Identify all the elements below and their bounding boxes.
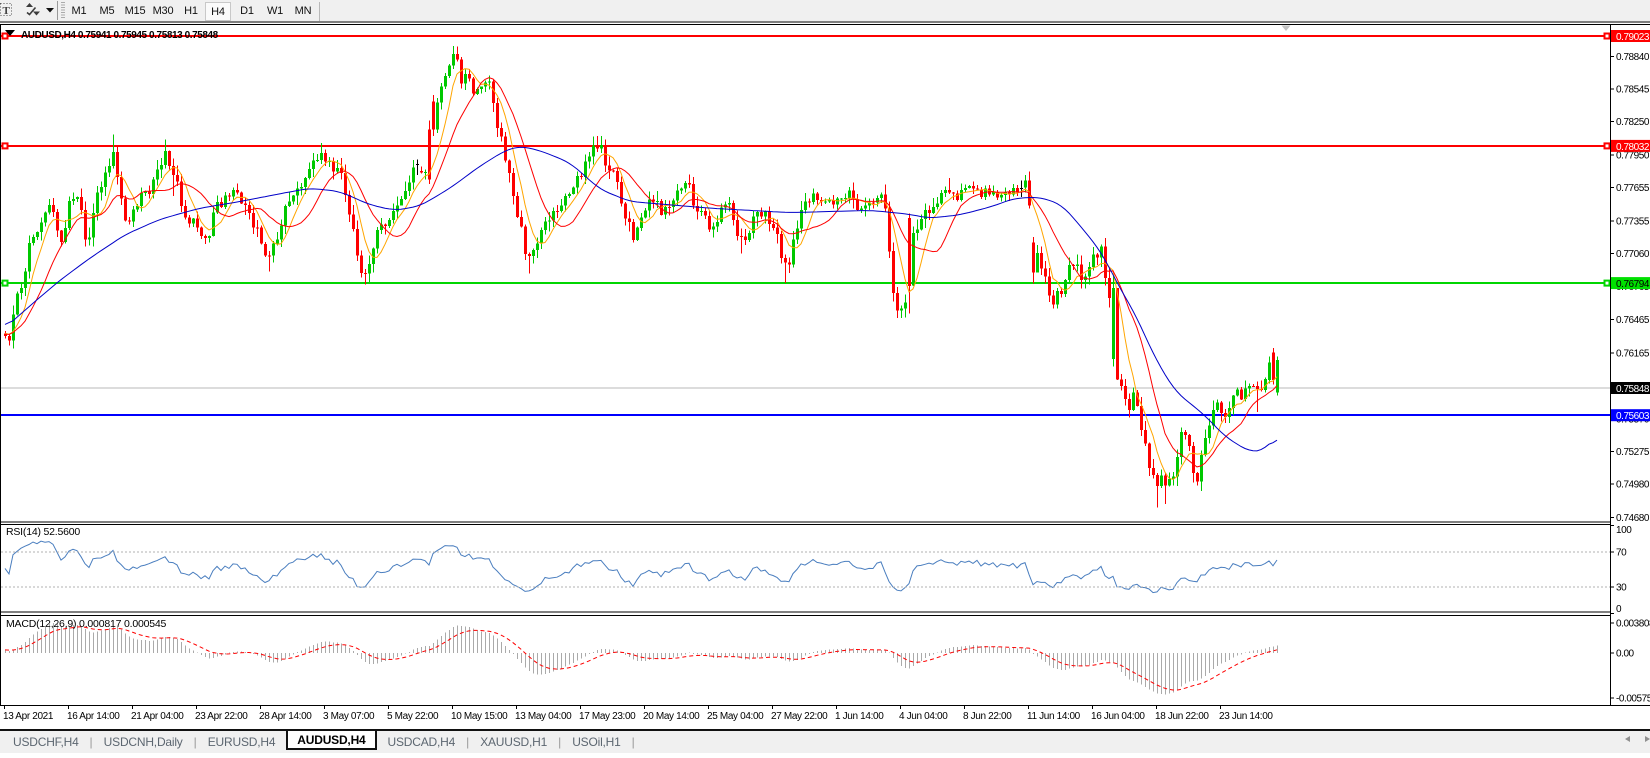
svg-text:28 Apr 14:00: 28 Apr 14:00 [259, 711, 312, 722]
svg-text:0.003808: 0.003808 [1616, 619, 1650, 630]
svg-text:0.76794: 0.76794 [1616, 279, 1650, 290]
svg-text:0.77060: 0.77060 [1616, 249, 1650, 260]
svg-text:0.78545: 0.78545 [1616, 85, 1650, 96]
svg-text:8 Jun 22:00: 8 Jun 22:00 [963, 711, 1012, 722]
svg-text:18 Jun 22:00: 18 Jun 22:00 [1155, 711, 1209, 722]
svg-text:13 May 04:00: 13 May 04:00 [515, 711, 572, 722]
svg-text:5 May 22:00: 5 May 22:00 [387, 711, 439, 722]
svg-text:MACD(12,26,9) 0.000817 0.00054: MACD(12,26,9) 0.000817 0.000545 [6, 618, 167, 630]
svg-text:23 Jun 14:00: 23 Jun 14:00 [1219, 711, 1273, 722]
svg-text:70: 70 [1616, 548, 1627, 559]
svg-text:13 Apr 2021: 13 Apr 2021 [3, 711, 54, 722]
svg-text:0.77655: 0.77655 [1616, 183, 1650, 194]
svg-text:0.76165: 0.76165 [1616, 348, 1650, 359]
svg-text:0.75275: 0.75275 [1616, 447, 1650, 458]
svg-text:4 Jun 04:00: 4 Jun 04:00 [899, 711, 948, 722]
svg-text:0: 0 [1616, 604, 1622, 615]
svg-text:0.75848: 0.75848 [1616, 384, 1650, 395]
svg-text:0.79023: 0.79023 [1616, 32, 1650, 43]
svg-text:30: 30 [1616, 583, 1627, 594]
svg-text:16 Apr 14:00: 16 Apr 14:00 [67, 711, 120, 722]
svg-text:0.78250: 0.78250 [1616, 117, 1650, 128]
svg-text:0.78840: 0.78840 [1616, 52, 1650, 63]
svg-text:0.74680: 0.74680 [1616, 513, 1650, 524]
svg-text:100: 100 [1616, 525, 1632, 536]
svg-text:-0.00575: -0.00575 [1616, 694, 1650, 705]
svg-text:RSI(14) 52.5600: RSI(14) 52.5600 [6, 526, 80, 538]
svg-text:0.76465: 0.76465 [1616, 315, 1650, 326]
svg-text:23 Apr 22:00: 23 Apr 22:00 [195, 711, 248, 722]
svg-text:27 May 22:00: 27 May 22:00 [771, 711, 828, 722]
svg-text:0.75603: 0.75603 [1616, 411, 1650, 422]
svg-text:17 May 23:00: 17 May 23:00 [579, 711, 636, 722]
svg-text:20 May 14:00: 20 May 14:00 [643, 711, 700, 722]
svg-text:0.78032: 0.78032 [1616, 142, 1650, 153]
svg-text:3 May 07:00: 3 May 07:00 [323, 711, 375, 722]
svg-text:25 May 04:00: 25 May 04:00 [707, 711, 764, 722]
svg-text:10 May 15:00: 10 May 15:00 [451, 711, 508, 722]
svg-text:11 Jun 14:00: 11 Jun 14:00 [1027, 711, 1081, 722]
svg-text:16 Jun 04:00: 16 Jun 04:00 [1091, 711, 1145, 722]
svg-text:0.77950: 0.77950 [1616, 151, 1650, 162]
svg-text:0.77355: 0.77355 [1616, 216, 1650, 227]
svg-text:1 Jun 14:00: 1 Jun 14:00 [835, 711, 884, 722]
svg-text:AUDUSD,H4 0.75941 0.75945 0.75: AUDUSD,H4 0.75941 0.75945 0.75813 0.7584… [21, 30, 219, 41]
svg-text:T: T [3, 5, 11, 17]
svg-text:0.00: 0.00 [1616, 649, 1635, 660]
svg-text:21 Apr 04:00: 21 Apr 04:00 [131, 711, 184, 722]
svg-text:0.74980: 0.74980 [1616, 480, 1650, 491]
